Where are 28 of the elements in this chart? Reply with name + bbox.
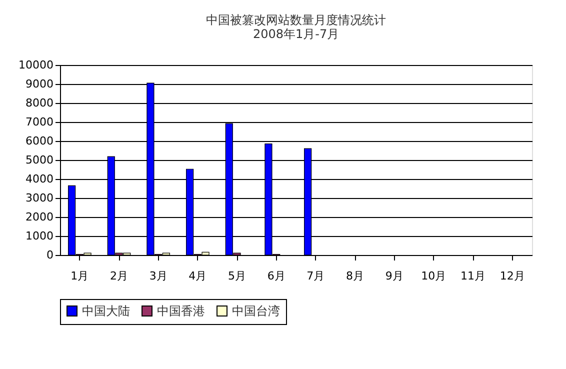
- x-tick-label: 6月: [267, 270, 286, 282]
- y-tick-label: 10000: [18, 58, 54, 72]
- y-tick-label: 7000: [26, 116, 54, 128]
- x-tick-label: 1月: [70, 270, 89, 282]
- y-tick-label: 3000: [26, 192, 54, 204]
- x-tick-label: 10月: [421, 270, 446, 282]
- y-tick-label: 9000: [26, 78, 54, 90]
- x-tick-label: 8月: [346, 270, 364, 282]
- x-tick-label: 9月: [385, 270, 404, 282]
- legend-label: 中国台湾: [232, 304, 280, 318]
- text: 2008年1月-7月: [252, 27, 340, 41]
- x-tick-label: 5月: [228, 270, 246, 282]
- y-tick-label: 4000: [26, 172, 54, 186]
- x-tick-label: 12月: [500, 270, 525, 282]
- x-tick-label: 4月: [188, 270, 207, 282]
- y-tick-label: 6000: [26, 134, 54, 148]
- x-tick-label: 3月: [149, 270, 168, 282]
- text: 中国被篡改网站数量月度情况统计: [206, 13, 386, 27]
- y-tick-label: 2000: [26, 210, 54, 224]
- y-tick-label: 5000: [26, 154, 54, 166]
- legend-label: 中国香港: [157, 304, 205, 318]
- y-tick-label: 0: [46, 248, 54, 262]
- legend-label: 中国大陆: [82, 304, 130, 318]
- y-tick-label: 8000: [26, 96, 54, 110]
- x-tick-label: 11月: [460, 270, 486, 282]
- x-tick-label: 2月: [110, 270, 128, 282]
- y-tick-label: 1000: [26, 230, 54, 242]
- x-tick-label: 7月: [306, 270, 325, 282]
